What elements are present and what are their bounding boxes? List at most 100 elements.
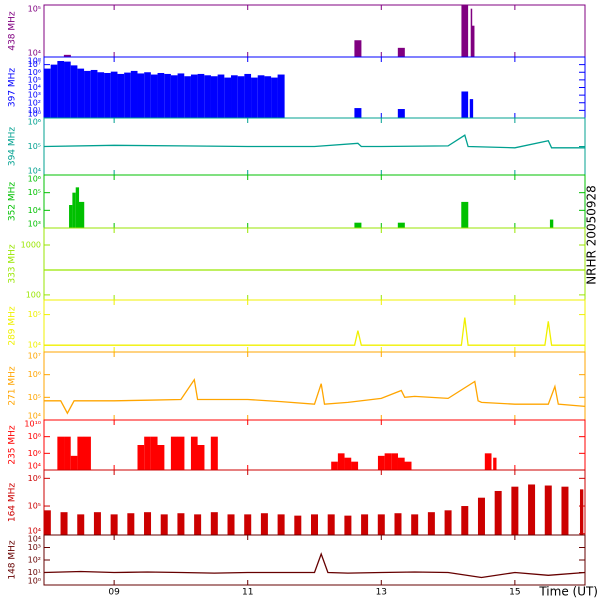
- spike: [461, 506, 469, 535]
- y-tick-label: 10⁷: [28, 352, 41, 361]
- spike: [210, 512, 218, 535]
- spike: [77, 201, 85, 228]
- spike: [237, 76, 245, 118]
- x-tick-label: 11: [242, 588, 253, 598]
- spike: [361, 514, 369, 535]
- y-tick-label: 10⁵: [28, 5, 41, 14]
- y-tick-label: 10²: [28, 98, 41, 107]
- x-tick-label: 09: [108, 588, 120, 598]
- x-axis-label: Time (UT): [538, 585, 598, 599]
- spike: [190, 436, 198, 470]
- spike: [511, 486, 519, 535]
- panel-label: 438 MHz: [8, 11, 18, 51]
- spike: [397, 457, 405, 470]
- y-tick-label: 10⁶: [28, 68, 41, 77]
- spike: [391, 453, 398, 470]
- y-tick-label: 10⁶: [28, 370, 41, 379]
- side-label: NRHR 20050928: [585, 185, 599, 285]
- y-tick-label: 10⁵: [28, 75, 41, 84]
- spike: [170, 75, 178, 118]
- spike: [77, 514, 85, 535]
- series-line: [43, 552, 586, 579]
- spike: [377, 455, 385, 470]
- spike: [294, 515, 302, 535]
- y-tick-label: 10⁶: [28, 175, 41, 184]
- spike: [110, 71, 118, 118]
- spike: [231, 75, 238, 118]
- spike: [528, 484, 536, 535]
- spike: [477, 497, 485, 535]
- y-tick-label: 10⁴: [28, 527, 41, 536]
- spike: [244, 514, 252, 535]
- spike: [277, 514, 285, 535]
- spike: [144, 72, 151, 118]
- y-tick-label: 10⁵: [28, 393, 41, 402]
- y-tick-label: 10²: [28, 556, 41, 565]
- spike: [177, 73, 185, 118]
- spike: [137, 445, 145, 470]
- spike: [397, 47, 405, 57]
- spike: [411, 514, 419, 535]
- spike: [160, 514, 168, 535]
- spike: [197, 445, 205, 470]
- spike: [344, 515, 352, 535]
- series-line: [44, 377, 586, 415]
- spike: [124, 72, 131, 118]
- y-tick-label: 10⁴: [28, 412, 41, 421]
- spike: [579, 489, 584, 535]
- spike: [64, 436, 71, 470]
- spike: [461, 91, 469, 118]
- y-tick-label: 10¹: [28, 568, 41, 577]
- y-tick-label: 10⁰: [28, 577, 41, 586]
- spike: [544, 485, 552, 535]
- spike: [157, 72, 165, 118]
- spike: [549, 219, 554, 228]
- spike: [70, 455, 78, 470]
- spike: [331, 461, 338, 470]
- y-tick-label: 10⁰: [28, 110, 41, 119]
- spike: [77, 436, 85, 470]
- spike: [83, 436, 91, 470]
- spike: [257, 75, 265, 118]
- y-tick-label: 10³: [28, 543, 41, 552]
- y-tick-label: 10¹: [28, 106, 41, 115]
- spike: [260, 513, 268, 535]
- spike: [561, 486, 569, 535]
- spike: [177, 513, 185, 535]
- spike: [69, 205, 73, 228]
- spike: [77, 68, 85, 118]
- spike: [127, 513, 135, 535]
- spike: [493, 457, 497, 470]
- spike: [277, 74, 285, 118]
- spike: [271, 77, 278, 118]
- spike: [130, 70, 138, 118]
- spike: [93, 512, 101, 535]
- spike: [104, 72, 111, 118]
- spike: [354, 222, 362, 228]
- y-tick-label: 10⁴: [28, 535, 41, 544]
- spike: [394, 513, 402, 535]
- spike: [150, 74, 158, 118]
- y-tick-label: 10⁴: [28, 206, 41, 215]
- spike: [444, 510, 452, 535]
- y-tick-label: 10³: [28, 220, 41, 229]
- spike: [50, 64, 58, 118]
- y-tick-label: 10⁵: [28, 142, 41, 151]
- x-tick-label: 15: [509, 588, 520, 598]
- y-tick-label: 10⁸: [28, 432, 41, 441]
- spike: [384, 453, 392, 470]
- spike: [471, 25, 475, 57]
- panel-label: 271 MHz: [8, 366, 18, 406]
- y-tick-label: 10⁵: [28, 310, 41, 319]
- spike: [72, 192, 76, 228]
- spike: [190, 74, 198, 118]
- spike: [397, 109, 405, 118]
- spike: [170, 436, 178, 470]
- spike: [144, 436, 151, 470]
- spike: [264, 76, 272, 118]
- spike: [469, 99, 474, 118]
- spike: [484, 453, 492, 470]
- panel-label: 235 MHz: [8, 425, 18, 465]
- series-line: [44, 317, 585, 346]
